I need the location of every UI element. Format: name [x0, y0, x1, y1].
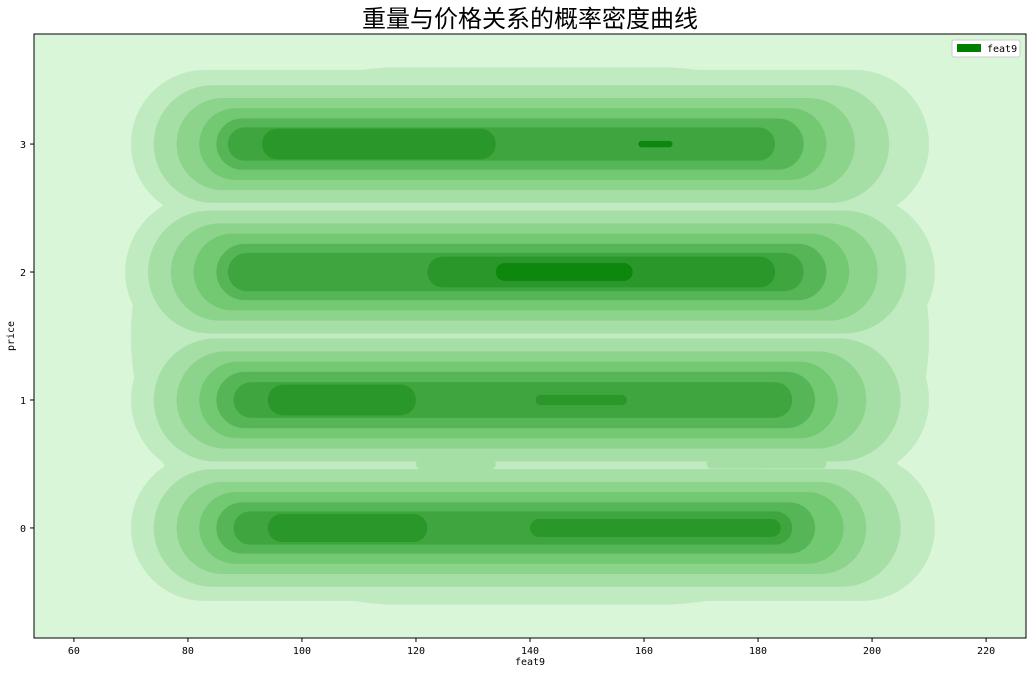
x-tick-label: 80	[182, 646, 194, 657]
legend: feat9	[951, 39, 1021, 58]
x-tick-label: 120	[407, 646, 425, 657]
y-tick-label: 3	[20, 140, 26, 151]
x-tick-label: 220	[977, 646, 995, 657]
x-axis-label: feat9	[515, 657, 545, 668]
contour-band-y3-level8	[638, 140, 673, 148]
y-tick-label: 2	[20, 268, 26, 279]
x-tick-label: 160	[635, 646, 653, 657]
y-tick-label: 1	[20, 396, 26, 407]
contour-light-patch-1	[706, 459, 827, 469]
x-axis-ticks: 60 80 100 120 140 160 180 200 220	[68, 638, 995, 657]
x-tick-label: 180	[749, 646, 767, 657]
x-tick-label: 100	[293, 646, 311, 657]
contour-band-y0-level7	[267, 513, 428, 543]
legend-label: feat9	[987, 44, 1017, 55]
legend-swatch	[957, 44, 981, 52]
x-tick-label: 200	[863, 646, 881, 657]
contour-band-y0-level7	[530, 518, 781, 537]
contour-band-y1-level7	[535, 394, 627, 406]
contour-light-patch-0	[415, 458, 496, 470]
x-tick-label: 140	[521, 646, 539, 657]
contour-band-y1-level7	[267, 384, 416, 416]
chart-title: 重量与价格关系的概率密度曲线	[362, 5, 698, 33]
y-tick-label: 0	[20, 524, 26, 535]
contour-band-y3-level7	[262, 128, 496, 160]
contour-band-y2-level8	[495, 263, 633, 281]
x-tick-label: 60	[68, 646, 80, 657]
contour-layer	[34, 34, 1026, 638]
y-axis-label: price	[6, 321, 17, 351]
y-axis-ticks: 0 1 2 3	[20, 140, 34, 535]
